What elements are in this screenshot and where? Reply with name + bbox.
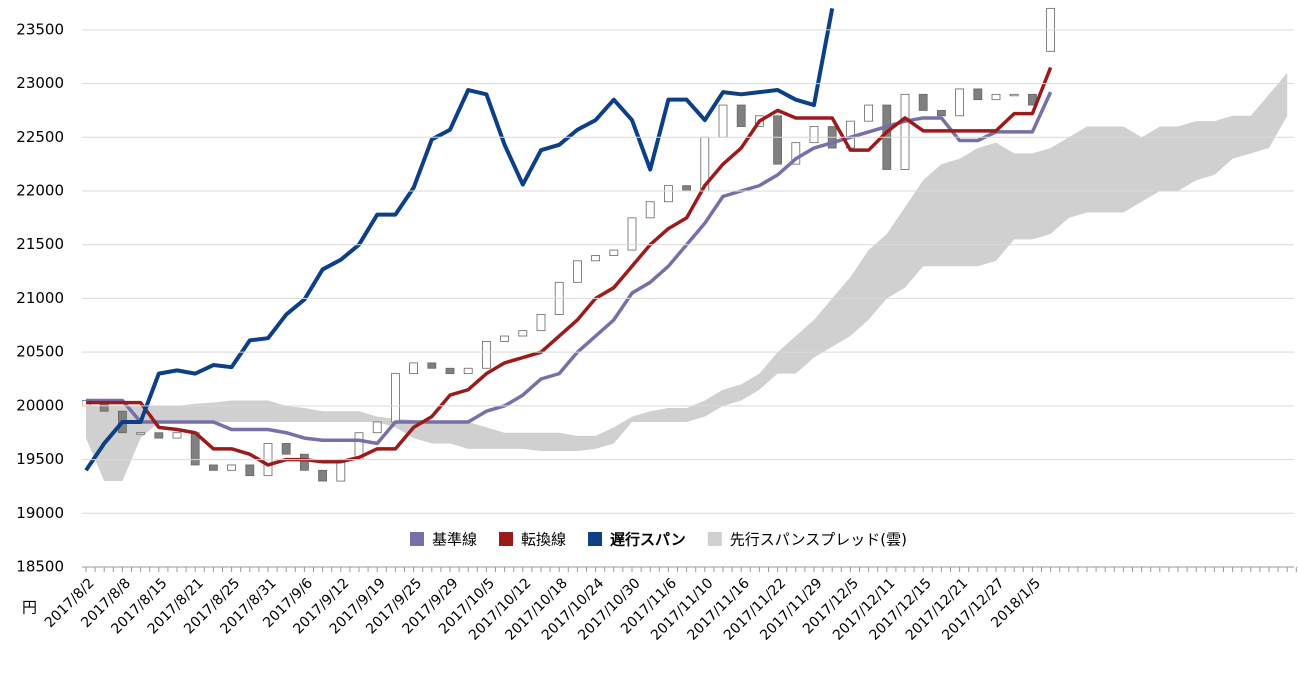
line <box>84 8 835 472</box>
candle <box>791 142 801 165</box>
y-tick-label: 21500 <box>16 235 64 253</box>
candle <box>536 314 546 332</box>
y-tick-label: 18500 <box>16 558 64 576</box>
y-tick-label: 21000 <box>16 289 64 307</box>
y-tick-label: 22500 <box>16 128 64 146</box>
candle <box>154 432 164 439</box>
candle <box>463 367 473 375</box>
candle <box>591 255 600 262</box>
legend-swatch <box>707 532 722 546</box>
candle <box>900 93 910 170</box>
legend-swatch <box>499 532 514 546</box>
candle <box>518 330 528 337</box>
candle <box>573 260 582 283</box>
candle <box>227 464 237 471</box>
y-tick-label: 20500 <box>16 343 64 361</box>
candle <box>245 464 255 477</box>
candle <box>955 88 964 117</box>
candle <box>809 126 819 144</box>
candle <box>172 432 182 439</box>
candle <box>372 421 382 434</box>
candle <box>973 88 983 101</box>
candle <box>208 464 218 471</box>
candle <box>299 453 309 471</box>
candle <box>390 373 400 423</box>
candle <box>445 367 455 375</box>
candle <box>718 104 728 138</box>
y-tick-label: 23000 <box>16 74 64 92</box>
legend-swatch <box>588 532 603 546</box>
candle <box>190 432 200 466</box>
y-tick-label: 22000 <box>16 182 64 200</box>
candle <box>627 217 637 251</box>
y-tick-label: 20000 <box>16 396 64 414</box>
cloud-layer <box>86 72 1288 482</box>
candle <box>481 340 491 369</box>
candle <box>427 362 437 369</box>
candle <box>318 469 328 482</box>
legend-label: 転換線 <box>521 531 566 549</box>
line <box>86 66 1053 467</box>
y-tick-label: 19500 <box>16 450 64 468</box>
legend-label: 遅行スパン <box>610 531 686 549</box>
legend-label: 先行スパンスプレッド(雲) <box>730 531 907 549</box>
candle <box>645 201 655 219</box>
candle <box>682 185 691 192</box>
candle <box>991 93 1001 101</box>
candle <box>664 185 673 203</box>
candle <box>409 362 419 375</box>
candle <box>1009 93 1019 97</box>
candle <box>773 115 782 165</box>
candle <box>864 104 873 122</box>
candle <box>609 249 619 256</box>
candle <box>281 443 291 455</box>
candle <box>736 104 746 127</box>
line-layer <box>84 8 1053 472</box>
candle <box>918 93 928 111</box>
cloud <box>86 72 1288 482</box>
candle <box>136 432 146 435</box>
legend-swatch <box>410 532 424 546</box>
line <box>86 91 1053 446</box>
candle <box>937 110 946 117</box>
y-tick-label: 19000 <box>16 504 64 522</box>
y-unit: 円 <box>22 599 37 617</box>
candle <box>500 335 510 342</box>
legend-label: 基準線 <box>432 531 477 549</box>
y-tick-label: 23500 <box>16 20 64 38</box>
